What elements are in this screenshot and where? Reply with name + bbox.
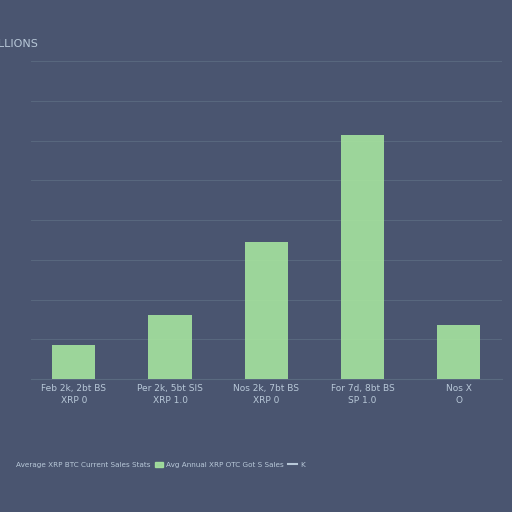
Bar [437, 325, 480, 379]
Text: BILLIONS: BILLIONS [0, 39, 39, 49]
Bar [245, 242, 288, 379]
Bar [148, 315, 191, 379]
Bar [52, 345, 95, 379]
Bar [341, 135, 384, 379]
Legend: Average XRP BTC Current Sales Stats, Avg Annual XRP OTC Got S Sales, K: Average XRP BTC Current Sales Stats, Avg… [2, 459, 308, 471]
